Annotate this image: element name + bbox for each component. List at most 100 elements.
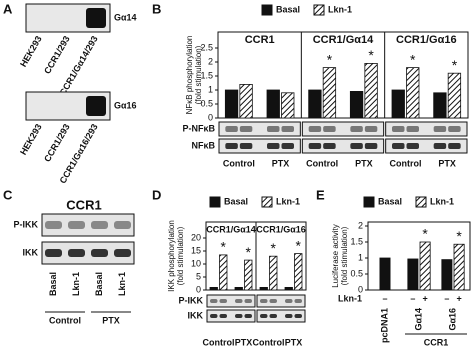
legend-swatch	[209, 196, 221, 208]
bar	[447, 72, 462, 119]
significance-mark: *	[422, 226, 428, 242]
y-tick-label: 1.5	[200, 70, 213, 80]
x-category-label: Control	[306, 158, 338, 168]
legend-swatch	[261, 4, 273, 16]
panel-label: E	[316, 187, 325, 202]
panel-label: B	[152, 1, 161, 16]
blot-band	[267, 126, 280, 132]
blot-row-label: P-NFκB	[182, 123, 215, 133]
bar	[224, 89, 239, 119]
y-tick-label: 15	[191, 245, 201, 255]
blot-row-label: IKK	[188, 310, 204, 320]
group-title: CCR1	[245, 34, 275, 46]
bar	[259, 286, 268, 291]
bar	[407, 258, 419, 291]
lane-label: CCR1/293	[42, 34, 72, 75]
row-label: IKK	[23, 247, 39, 257]
bar	[269, 255, 278, 291]
significance-mark: *	[271, 240, 277, 256]
group-label: PTX	[102, 315, 120, 325]
x-category-label: PTX	[235, 337, 253, 347]
plot-frame	[367, 221, 471, 291]
blot-band	[239, 126, 253, 132]
legend-label: Lkn-1	[430, 196, 454, 206]
blot	[41, 213, 135, 237]
y-tick-label: 0	[358, 284, 363, 294]
blot	[218, 121, 301, 137]
blot	[385, 121, 468, 137]
significance-mark: *	[368, 47, 374, 63]
significance-mark: *	[296, 237, 302, 253]
bar	[453, 243, 465, 291]
y-axis-label: Luciferase activity	[331, 224, 340, 288]
x-category-label: PTX	[285, 337, 303, 347]
group-title: CCR1/Gα14	[313, 34, 374, 46]
bar	[379, 257, 391, 291]
blot-band	[68, 221, 85, 229]
x-category-label: Gα14	[413, 308, 423, 331]
blot-band	[433, 126, 447, 132]
blot-band	[281, 126, 294, 132]
blot-band	[269, 314, 277, 318]
y-axis-label: IKK phosphorylation	[167, 220, 176, 292]
lane-label: HEK293	[18, 122, 44, 156]
y-tick-label: 0	[196, 284, 201, 294]
blot-band	[86, 8, 106, 28]
legend-swatch	[261, 196, 273, 208]
group-title: CCR1/Gα16	[396, 34, 457, 46]
blot-band	[267, 143, 280, 149]
blot-band	[91, 221, 108, 229]
blot-band	[323, 143, 336, 149]
blot-band	[219, 314, 227, 318]
legend-label: Lkn-1	[276, 196, 300, 206]
blot-band	[45, 249, 62, 257]
blot-band	[285, 314, 293, 318]
blot-band	[364, 126, 378, 132]
lane-label: Basal	[94, 272, 104, 296]
legend-label: Basal	[378, 196, 402, 206]
blot-band	[235, 299, 243, 303]
panel-label: D	[152, 187, 161, 202]
bar	[209, 286, 218, 291]
blot-band	[433, 143, 447, 149]
blot-band	[364, 143, 378, 149]
significance-mark: *	[246, 244, 252, 260]
y-axis-label: (fold stimulation)	[176, 226, 185, 285]
lane-label: CCR1/293	[42, 122, 72, 163]
lane-label: Basal	[48, 272, 58, 296]
x-category-label: PTX	[272, 158, 290, 168]
blot-band	[448, 126, 461, 132]
blot-title: CCR1	[66, 197, 101, 212]
significance-mark: *	[327, 51, 333, 67]
y-tick-label: 1	[358, 252, 363, 262]
blot-row-label: P-IKK	[179, 295, 204, 305]
blot-band	[114, 249, 131, 257]
blot-band	[244, 314, 252, 318]
panel-label: C	[3, 187, 13, 202]
blot-band	[350, 143, 363, 149]
blot-band	[294, 314, 302, 318]
plot-frame	[217, 31, 469, 119]
treatment-mark: +	[422, 293, 427, 303]
blot	[41, 241, 135, 265]
blot	[256, 294, 306, 308]
x-category-label: Gα16	[447, 308, 457, 331]
blot-band	[210, 299, 218, 303]
group-title: CCR1/Gα14	[206, 224, 256, 234]
bar	[364, 63, 378, 119]
y-tick-label: 0.5	[200, 98, 213, 108]
bar	[441, 259, 453, 291]
blot-band	[225, 126, 238, 132]
bar	[244, 259, 253, 291]
blot	[301, 138, 385, 154]
blot-band	[294, 299, 302, 303]
bar	[391, 89, 405, 119]
lane-label: Lkn-1	[117, 272, 127, 296]
lane-label: Lkn-1	[71, 272, 81, 296]
x-category-label: Control	[223, 158, 255, 168]
blot-band	[235, 314, 243, 318]
significance-mark: *	[456, 228, 462, 244]
x-category-label: PTX	[438, 158, 456, 168]
x-category-label: Control	[390, 158, 422, 168]
